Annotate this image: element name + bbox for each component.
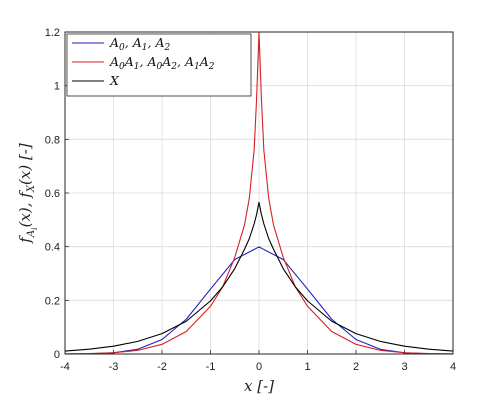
y-tick-label: 0.8 (45, 134, 60, 146)
svg-text:fAi(x), fX(x) [-]: fAi(x), fX(x) [-] (16, 143, 39, 244)
y-tick-label: 0.4 (45, 242, 60, 254)
y-tick-label: 0.6 (45, 188, 60, 200)
y-tick-label: 0.2 (45, 295, 60, 307)
legend-entry: A0​, A1​, A2​ (109, 35, 170, 53)
y-tick-label: 0 (54, 349, 60, 361)
axis-ticks: -4 -3 -2 -1 0 1 2 3 4 0 0.2 0.4 0.6 0.8 1 1.2 (45, 27, 456, 373)
legend-entry: A0​A1​, A0​A2​, A1​A2​ (109, 54, 215, 72)
x-tick-label: 1 (304, 361, 310, 373)
x-tick-label: -4 (60, 361, 70, 373)
x-axis-label: x [-] (244, 377, 274, 395)
y-tick-label: 1 (54, 81, 60, 93)
legend: A0​, A1​, A2​A0​A1​, A0​A2​, A1​A2​X (66, 33, 252, 97)
x-tick-label: -3 (109, 361, 119, 373)
x-tick-label: 3 (401, 361, 407, 373)
x-tick-label: 0 (256, 361, 262, 373)
y-tick-label: 1.2 (45, 27, 60, 39)
x-tick-label: -1 (206, 361, 216, 373)
legend-entry: X (109, 73, 120, 88)
series-line-0 (64, 246, 454, 355)
x-tick-label: 2 (353, 361, 359, 373)
series-line-2 (64, 201, 454, 352)
y-axis-label: fAi(x), fX(x) [-] (16, 143, 39, 244)
x-tick-label: -2 (157, 361, 167, 373)
legend-box (66, 33, 252, 97)
x-tick-label: 4 (450, 361, 456, 373)
